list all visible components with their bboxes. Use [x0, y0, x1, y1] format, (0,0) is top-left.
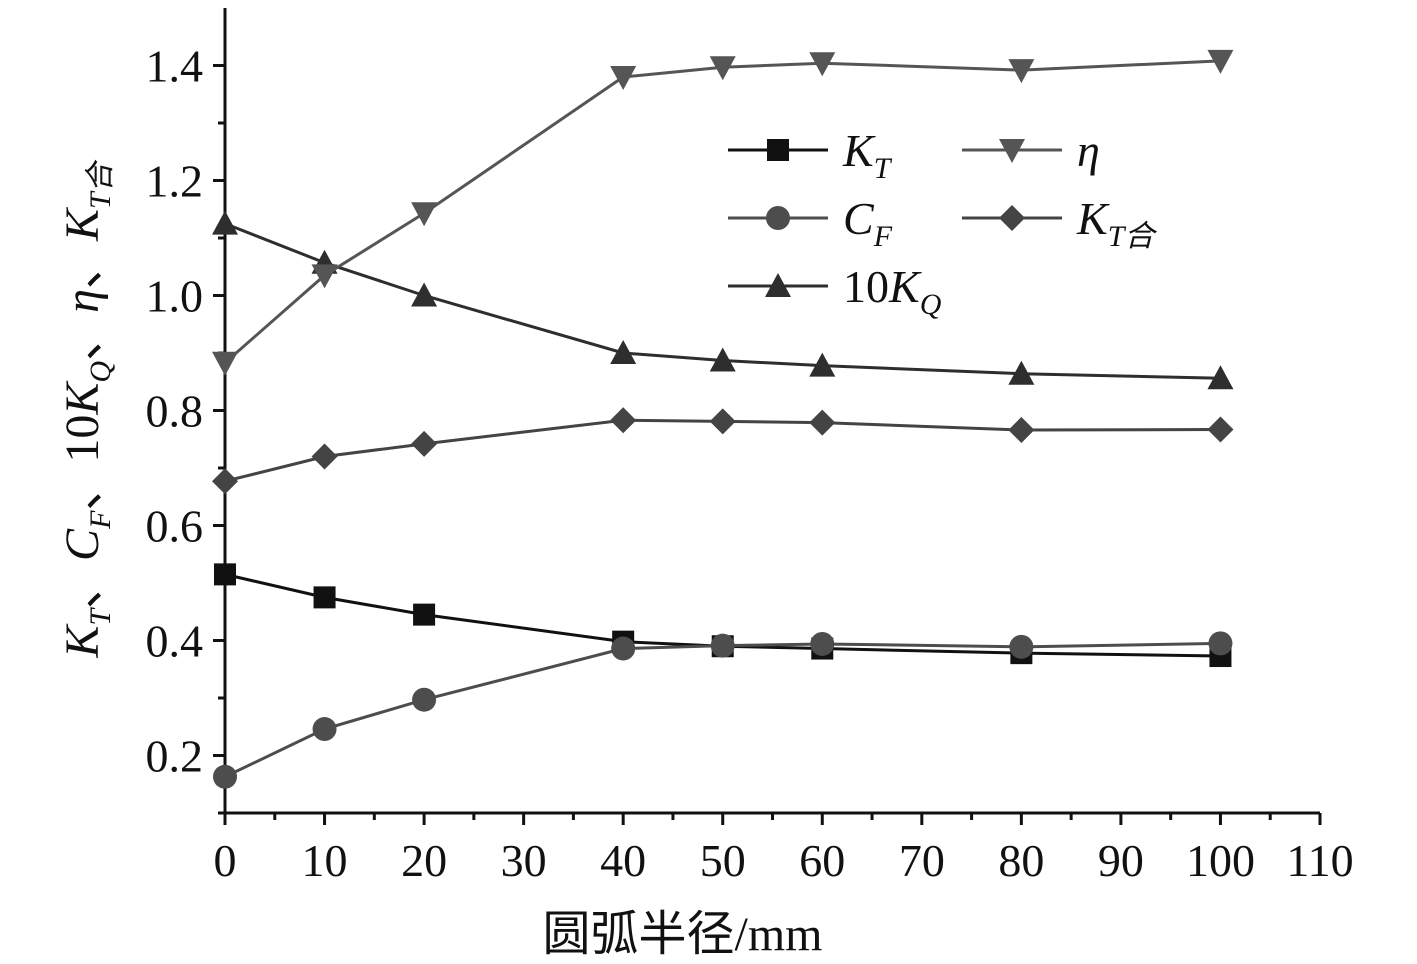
x-tick-label: 60	[799, 835, 845, 886]
data-point	[809, 52, 836, 77]
legend-label: KT	[842, 125, 893, 185]
series-line	[224, 59, 1221, 364]
data-point	[1008, 59, 1035, 84]
data-point	[709, 56, 736, 81]
data-point	[1008, 360, 1035, 385]
x-tick-label: 90	[1098, 835, 1144, 886]
y-tick-label: 1.4	[146, 41, 204, 92]
x-tick-label: 100	[1186, 835, 1255, 886]
y-tick-label: 1.2	[146, 156, 204, 207]
y-tick-label: 0.4	[146, 616, 204, 667]
data-point	[1207, 49, 1234, 74]
axes: 0 10 20 30 40 50 60 70 80 90 100 110 0.2 0.4 0.6 0.8 1.0…	[146, 8, 1354, 886]
x-axis-title: 圆弧半径/mm	[542, 908, 822, 961]
legend-entry: 10KQ	[728, 261, 942, 321]
legend-entry: KT	[728, 125, 893, 185]
series-2	[212, 210, 1234, 390]
legend-marker	[999, 139, 1025, 163]
data-point	[809, 352, 836, 377]
legend-marker	[766, 206, 790, 230]
y-tick-label: 0.6	[146, 501, 204, 552]
data-point	[313, 586, 336, 609]
y-axis-title: KT、CF、10KQ、η、KT合	[56, 159, 117, 658]
x-tick-label: 40	[600, 835, 646, 886]
data-point	[311, 264, 338, 289]
legend-label: 10KQ	[843, 261, 942, 321]
data-point	[809, 409, 836, 436]
legend-marker	[999, 205, 1025, 231]
legend-entry: KT合	[962, 193, 1157, 253]
data-point	[610, 340, 637, 364]
data-point	[411, 202, 438, 227]
legend-marker	[767, 139, 789, 161]
series-line	[224, 418, 1221, 483]
x-tick-label: 110	[1286, 835, 1353, 886]
data-point	[413, 603, 436, 626]
data-point	[214, 563, 236, 586]
x-tick-label: 70	[899, 835, 945, 886]
x-tick-label: 10	[302, 835, 348, 886]
x-tick-label: 50	[700, 835, 746, 886]
series-layer	[212, 49, 1234, 789]
data-point	[212, 351, 238, 376]
legend-label: CF	[843, 193, 893, 253]
x-tick-label: 30	[501, 835, 547, 886]
data-point	[709, 408, 736, 435]
data-point	[709, 347, 736, 372]
legend-label: KT合	[1076, 193, 1157, 253]
legend-entry: CF	[728, 193, 893, 253]
data-point	[411, 430, 438, 457]
y-tick-label: 0.2	[146, 731, 204, 782]
data-point	[311, 443, 338, 470]
x-tick-label: 20	[401, 835, 447, 886]
legend-entry: η	[962, 125, 1100, 176]
series-4	[212, 407, 1234, 495]
data-point	[212, 468, 238, 495]
series-line	[224, 222, 1221, 380]
data-point	[411, 282, 438, 307]
data-point	[1008, 417, 1035, 444]
y-axis-title-text: KT、CF、10KQ、η、KT合	[56, 159, 117, 658]
legend-label: η	[1077, 125, 1100, 176]
data-point	[212, 210, 238, 235]
data-point	[1009, 634, 1034, 659]
data-point	[312, 717, 337, 742]
data-point	[810, 631, 835, 656]
y-tick-label: 0.8	[146, 386, 204, 437]
y-tick-label: 1.0	[146, 271, 204, 322]
data-point	[213, 764, 237, 789]
series-1	[213, 631, 1233, 789]
data-point	[610, 407, 637, 434]
legend: KT η CF KT合 10KQ	[728, 125, 1157, 321]
data-point	[412, 687, 437, 712]
data-point	[611, 636, 636, 661]
data-point	[1207, 416, 1234, 443]
series-3	[212, 49, 1234, 376]
data-point	[710, 633, 735, 658]
data-point	[1207, 365, 1234, 390]
x-tick-label: 80	[998, 835, 1044, 886]
series-line	[224, 572, 1221, 658]
series-line	[224, 641, 1221, 779]
x-tick-label: 0	[214, 835, 237, 886]
legend-marker	[765, 273, 791, 297]
data-point	[1208, 631, 1233, 656]
data-point	[610, 66, 637, 90]
